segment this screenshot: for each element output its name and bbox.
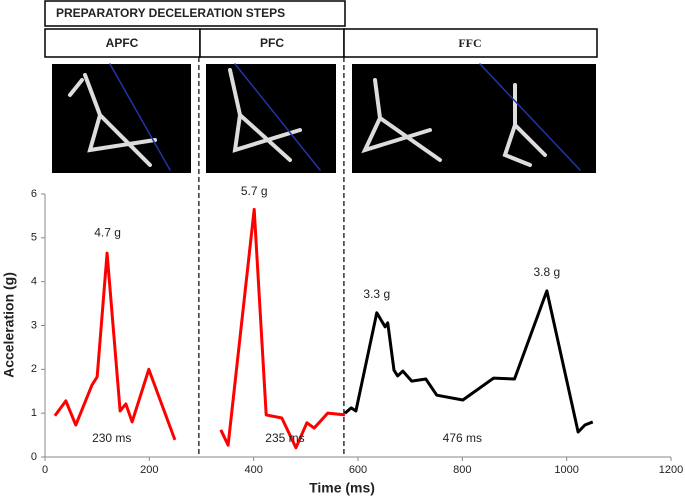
skeleton <box>228 68 302 162</box>
skeleton-images <box>52 63 596 173</box>
phase-label: APFC <box>106 36 139 50</box>
y-tick-label: 0 <box>31 451 37 463</box>
y-tick-label: 1 <box>31 407 37 419</box>
phase-label: PFC <box>260 36 284 50</box>
x-tick-label: 400 <box>244 464 262 476</box>
annotation: 230 ms <box>92 431 131 445</box>
x-tick-label: 1000 <box>554 464 578 476</box>
x-tick-label: 0 <box>42 464 48 476</box>
image <box>52 64 191 173</box>
guide-line <box>109 63 581 171</box>
y-tick-label: 4 <box>31 276 37 288</box>
header-box <box>44 0 346 27</box>
data-line <box>219 207 346 450</box>
data-line <box>53 251 177 441</box>
x-tick-label: 600 <box>349 464 367 476</box>
phase-box <box>199 28 345 58</box>
y-axis-title: Acceleration (g) <box>1 272 17 378</box>
annotation: 3.3 g <box>363 287 390 301</box>
data-line <box>343 289 594 434</box>
skeleton <box>68 73 157 167</box>
annotation: 5.7 g <box>241 184 268 198</box>
y-tick-label: 2 <box>31 363 37 375</box>
x-tick-label: 1200 <box>659 464 683 476</box>
x-tick-label: 200 <box>140 464 158 476</box>
skeleton <box>361 78 442 162</box>
y-tick-label: 6 <box>31 188 37 200</box>
x-tick-label: 800 <box>453 464 471 476</box>
phase-box <box>343 28 598 58</box>
image <box>352 64 596 173</box>
y-tick-label: 5 <box>31 232 37 244</box>
header-title: PREPARATORY DECELERATION STEPS <box>56 6 285 20</box>
x-axis-title: Time (ms) <box>309 480 375 496</box>
y-tick-label: 3 <box>31 319 37 331</box>
annotation: 235 ms <box>265 431 304 445</box>
phase-box <box>44 28 201 58</box>
annotation: 476 ms <box>443 431 482 445</box>
annotation: 3.8 g <box>533 265 560 279</box>
header: PREPARATORY DECELERATION STEPS APFC PFC … <box>44 0 598 58</box>
image <box>206 64 336 173</box>
phase-label: FFC <box>458 36 481 50</box>
annotation: 4.7 g <box>94 226 121 240</box>
skeleton <box>502 83 547 167</box>
